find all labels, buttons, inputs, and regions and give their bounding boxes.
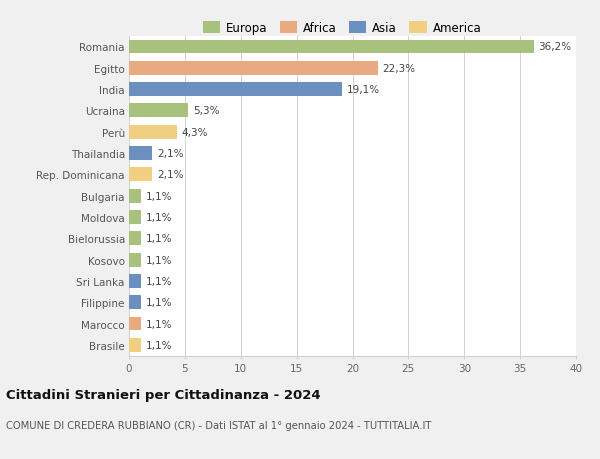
Text: 1,1%: 1,1% bbox=[146, 276, 172, 286]
Bar bbox=[129, 83, 343, 97]
Legend: Europa, Africa, Asia, America: Europa, Africa, Asia, America bbox=[198, 17, 486, 40]
Bar bbox=[129, 317, 141, 331]
Bar bbox=[129, 338, 141, 352]
Bar bbox=[129, 62, 378, 76]
Text: Cittadini Stranieri per Cittadinanza - 2024: Cittadini Stranieri per Cittadinanza - 2… bbox=[6, 388, 320, 401]
Text: 22,3%: 22,3% bbox=[383, 64, 416, 73]
Text: 1,1%: 1,1% bbox=[146, 297, 172, 308]
Bar bbox=[129, 189, 141, 203]
Text: 1,1%: 1,1% bbox=[146, 213, 172, 223]
Text: 36,2%: 36,2% bbox=[538, 42, 571, 52]
Text: 4,3%: 4,3% bbox=[182, 128, 208, 137]
Text: 1,1%: 1,1% bbox=[146, 191, 172, 201]
Text: 19,1%: 19,1% bbox=[347, 85, 380, 95]
Text: 2,1%: 2,1% bbox=[157, 170, 184, 180]
Text: 1,1%: 1,1% bbox=[146, 234, 172, 244]
Bar bbox=[129, 147, 152, 161]
Bar bbox=[129, 125, 177, 140]
Bar bbox=[129, 168, 152, 182]
Bar bbox=[129, 40, 533, 54]
Bar bbox=[129, 253, 141, 267]
Text: 1,1%: 1,1% bbox=[146, 319, 172, 329]
Text: 5,3%: 5,3% bbox=[193, 106, 219, 116]
Text: 2,1%: 2,1% bbox=[157, 149, 184, 159]
Bar bbox=[129, 232, 141, 246]
Bar bbox=[129, 274, 141, 288]
Text: 1,1%: 1,1% bbox=[146, 340, 172, 350]
Text: COMUNE DI CREDERA RUBBIANO (CR) - Dati ISTAT al 1° gennaio 2024 - TUTTITALIA.IT: COMUNE DI CREDERA RUBBIANO (CR) - Dati I… bbox=[6, 420, 431, 430]
Bar bbox=[129, 104, 188, 118]
Bar bbox=[129, 296, 141, 309]
Bar bbox=[129, 211, 141, 224]
Text: 1,1%: 1,1% bbox=[146, 255, 172, 265]
